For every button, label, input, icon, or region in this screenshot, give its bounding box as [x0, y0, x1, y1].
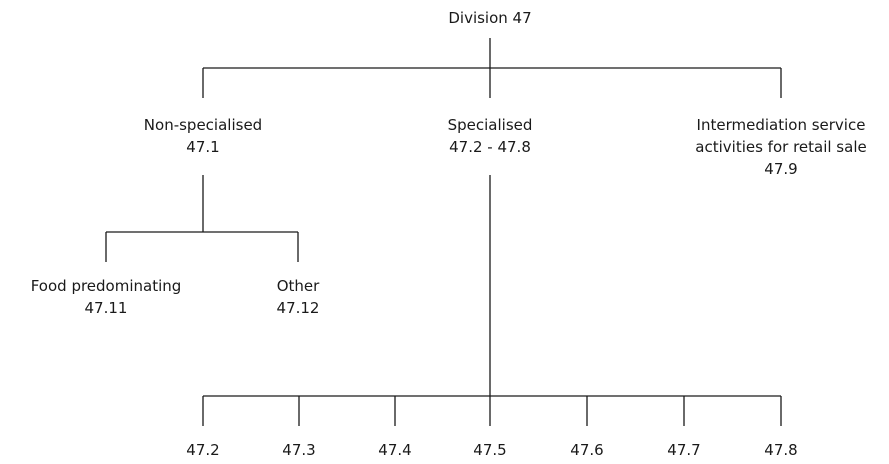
node-food-predominating-label: Food predominating	[30, 277, 182, 295]
node-division-47-label: Division 47	[448, 9, 532, 27]
node-47-4-code: 47.4	[378, 441, 412, 459]
node-47-2-code: 47.2	[186, 441, 220, 459]
node-non-specialised-code: 47.1	[186, 138, 220, 156]
node-specialised: Specialised 47.2 - 47.8	[448, 114, 533, 158]
node-food-predominating: Food predominating 47.11	[31, 275, 182, 319]
node-47-6: 47.6	[570, 439, 603, 461]
node-specialised-code: 47.2 - 47.8	[449, 138, 531, 156]
node-intermediation-label-line1: Intermediation service	[696, 116, 866, 134]
node-division-47: Division 47	[448, 7, 531, 29]
node-specialised-label: Specialised	[447, 116, 533, 134]
node-intermediation-code: 47.9	[764, 160, 798, 178]
node-47-6-code: 47.6	[570, 441, 604, 459]
node-47-2: 47.2	[186, 439, 219, 461]
node-47-7-code: 47.7	[667, 441, 701, 459]
node-47-3: 47.3	[282, 439, 315, 461]
node-other-code: 47.12	[276, 299, 320, 317]
node-47-5-code: 47.5	[473, 441, 507, 459]
node-47-8: 47.8	[764, 439, 797, 461]
node-food-predominating-code: 47.11	[84, 299, 128, 317]
node-intermediation: Intermediation service activities for re…	[695, 114, 866, 180]
node-other-label: Other	[276, 277, 320, 295]
node-other: Other 47.12	[277, 275, 320, 319]
node-47-4: 47.4	[378, 439, 411, 461]
node-47-5: 47.5	[473, 439, 506, 461]
node-intermediation-label-line2: activities for retail sale	[695, 138, 867, 156]
node-47-7: 47.7	[667, 439, 700, 461]
node-47-3-code: 47.3	[282, 441, 316, 459]
node-non-specialised: Non-specialised 47.1	[144, 114, 262, 158]
node-non-specialised-label: Non-specialised	[143, 116, 263, 134]
node-47-8-code: 47.8	[764, 441, 798, 459]
